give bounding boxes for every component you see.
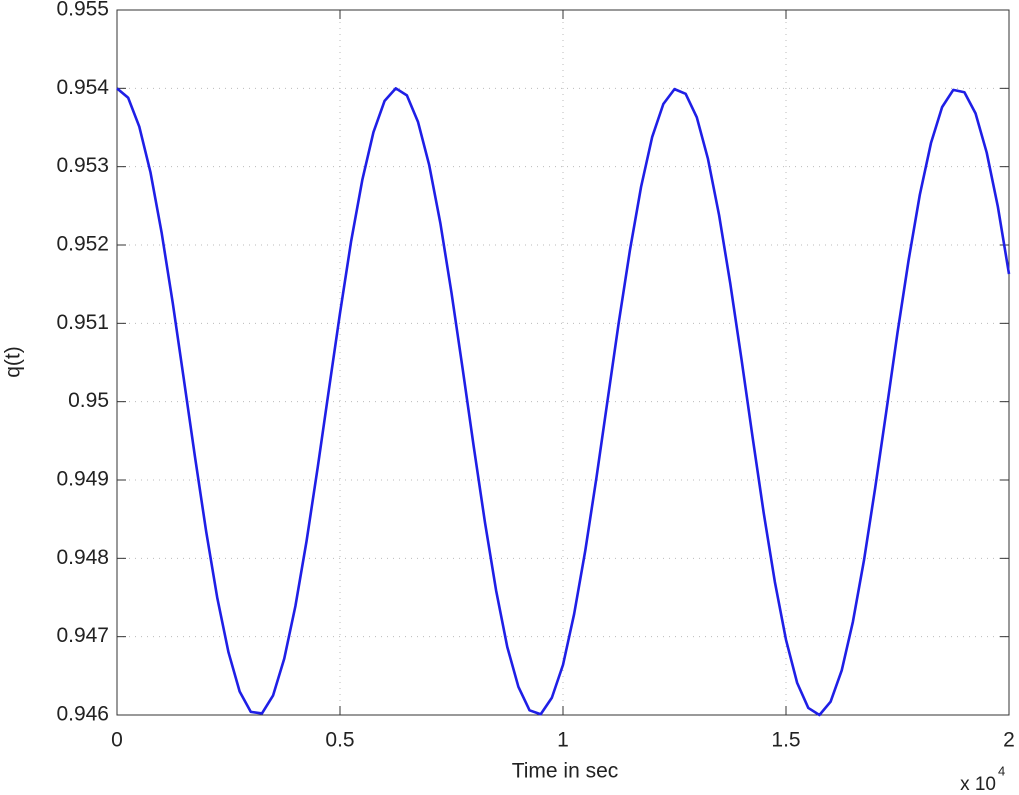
y-tick-label: 0.951 [56,311,109,334]
y-tick-label: 0.955 [56,0,109,21]
x-axis-label: Time in sec [512,760,619,783]
y-tick-label: 0.949 [56,468,109,491]
data-line [116,87,1011,717]
x-tick-label: 0 [111,729,123,752]
plot-frame [116,9,1010,716]
y-tick-label: 0.95 [68,389,109,412]
x-tick-label: 1.5 [771,729,800,752]
x-tick-label: 1 [557,729,569,752]
y-axis-label: q(t) [2,346,25,378]
y-tick-label: 0.953 [56,154,109,177]
y-tick-label: 0.946 [56,703,109,726]
y-tick-label: 0.954 [56,76,109,99]
y-tick-label: 0.952 [56,233,109,256]
x-multiplier-exponent: 4 [998,763,1005,778]
x-tick-label: 0.5 [325,729,354,752]
y-tick-label: 0.948 [56,546,109,569]
x-multiplier: x 10 [960,774,996,795]
x-tick-label: 2 [1003,729,1015,752]
y-tick-label: 0.947 [56,624,109,647]
